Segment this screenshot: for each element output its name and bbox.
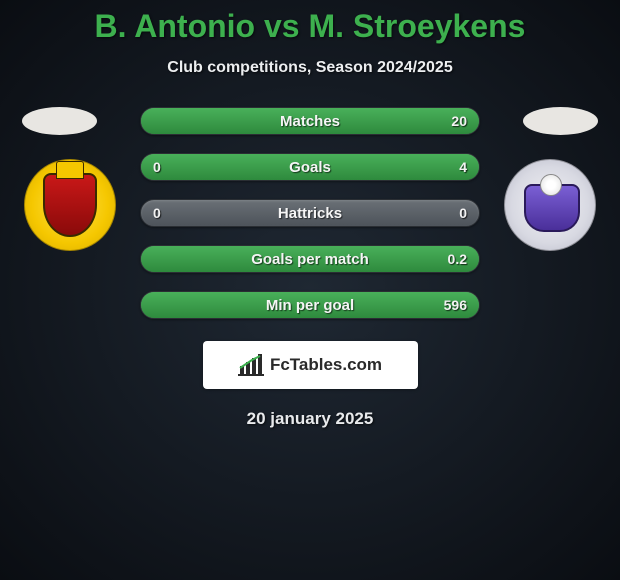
stat-label: Hattricks bbox=[278, 205, 342, 222]
stat-row-goals-per-match: Goals per match 0.2 bbox=[140, 245, 480, 273]
subtitle: Club competitions, Season 2024/2025 bbox=[0, 59, 620, 77]
stat-label: Matches bbox=[280, 113, 340, 130]
branding-text: FcTables.com bbox=[270, 355, 382, 375]
stat-label: Min per goal bbox=[266, 297, 354, 314]
club-crest-left bbox=[43, 173, 97, 237]
stat-value-right: 4 bbox=[459, 159, 467, 175]
stat-label: Goals bbox=[289, 159, 331, 176]
stat-value-right: 596 bbox=[444, 297, 467, 313]
stat-row-hattricks: 0 Hattricks 0 bbox=[140, 199, 480, 227]
club-badge-left bbox=[24, 159, 116, 251]
snapshot-date: 20 january 2025 bbox=[0, 409, 620, 429]
club-badge-right bbox=[504, 159, 596, 251]
stat-value-right: 20 bbox=[451, 113, 467, 129]
stat-value-right: 0.2 bbox=[448, 251, 467, 267]
stat-row-min-per-goal: Min per goal 596 bbox=[140, 291, 480, 319]
player-left-oval bbox=[22, 107, 97, 135]
stat-row-goals: 0 Goals 4 bbox=[140, 153, 480, 181]
stats-list: Matches 20 0 Goals 4 0 Hattricks 0 Goals… bbox=[140, 107, 480, 319]
club-crest-right bbox=[518, 176, 582, 234]
branding-box[interactable]: FcTables.com bbox=[203, 341, 418, 389]
stat-label: Goals per match bbox=[251, 251, 369, 268]
player-right-oval bbox=[523, 107, 598, 135]
stat-value-left: 0 bbox=[153, 205, 161, 221]
comparison-panel: Matches 20 0 Goals 4 0 Hattricks 0 Goals… bbox=[0, 107, 620, 429]
stat-row-matches: Matches 20 bbox=[140, 107, 480, 135]
stat-value-left: 0 bbox=[153, 159, 161, 175]
stat-value-right: 0 bbox=[459, 205, 467, 221]
bar-chart-icon bbox=[238, 354, 264, 376]
page-title: B. Antonio vs M. Stroeykens bbox=[0, 0, 620, 45]
